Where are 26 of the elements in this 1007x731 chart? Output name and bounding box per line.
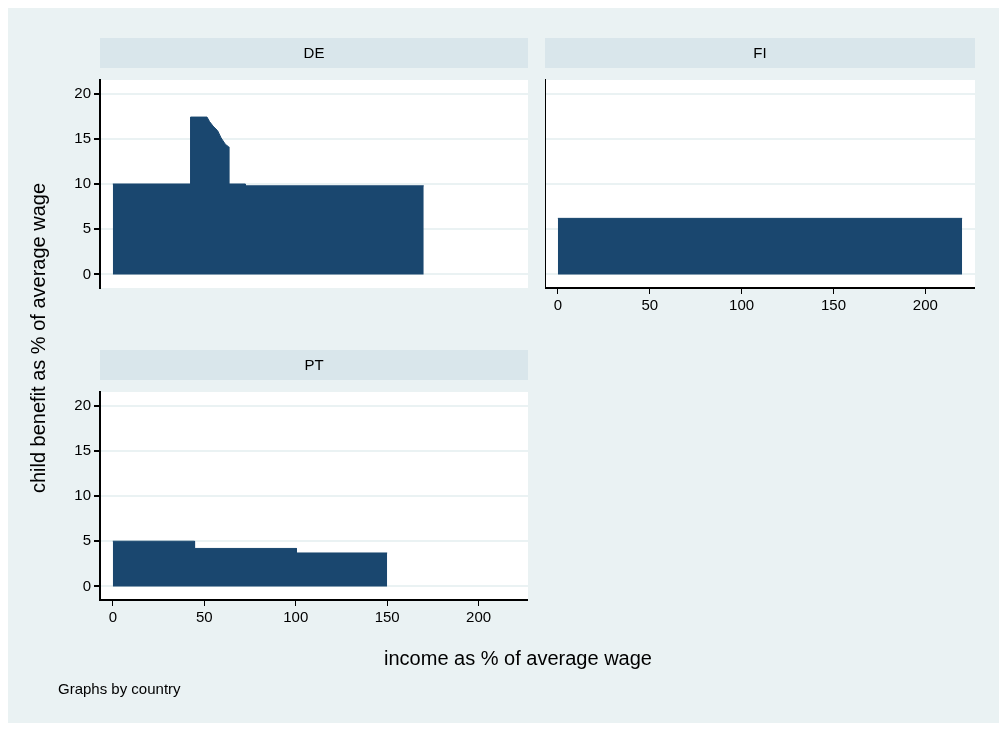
y-tick-label: 15 bbox=[74, 440, 91, 458]
y-tick-label: 10 bbox=[74, 174, 91, 192]
chart-title: PT bbox=[100, 350, 528, 380]
y-axis-title: child benefit as % of average wage bbox=[26, 182, 50, 494]
x-tick-label: 150 bbox=[374, 608, 400, 626]
y-tick-label: 5 bbox=[82, 531, 91, 549]
x-axis-title: income as % of average wage bbox=[384, 646, 652, 670]
y-tick-label: 20 bbox=[74, 83, 91, 101]
chart-title: DE bbox=[100, 38, 528, 68]
x-tick-label: 100 bbox=[283, 608, 309, 626]
x-tick-label: 200 bbox=[466, 608, 492, 626]
x-tick-label: 50 bbox=[195, 608, 213, 626]
x-tick-label: 200 bbox=[912, 296, 938, 314]
text: Graphs by country bbox=[58, 680, 181, 697]
x-tick-label: 100 bbox=[729, 296, 755, 314]
y-tick-label: 0 bbox=[82, 264, 91, 282]
y-tick-label: 10 bbox=[74, 486, 91, 504]
x-tick-label: 150 bbox=[820, 296, 847, 314]
x-tick-label: 0 bbox=[553, 296, 563, 314]
y-tick-label: 20 bbox=[74, 395, 91, 413]
x-tick-label: 0 bbox=[108, 608, 117, 626]
y-tick-label: 15 bbox=[74, 128, 91, 146]
y-tick-label: 0 bbox=[82, 576, 91, 594]
x-tick-label: 50 bbox=[641, 296, 659, 314]
y-tick-label: 5 bbox=[82, 219, 91, 237]
chart-title: FI bbox=[545, 38, 975, 68]
